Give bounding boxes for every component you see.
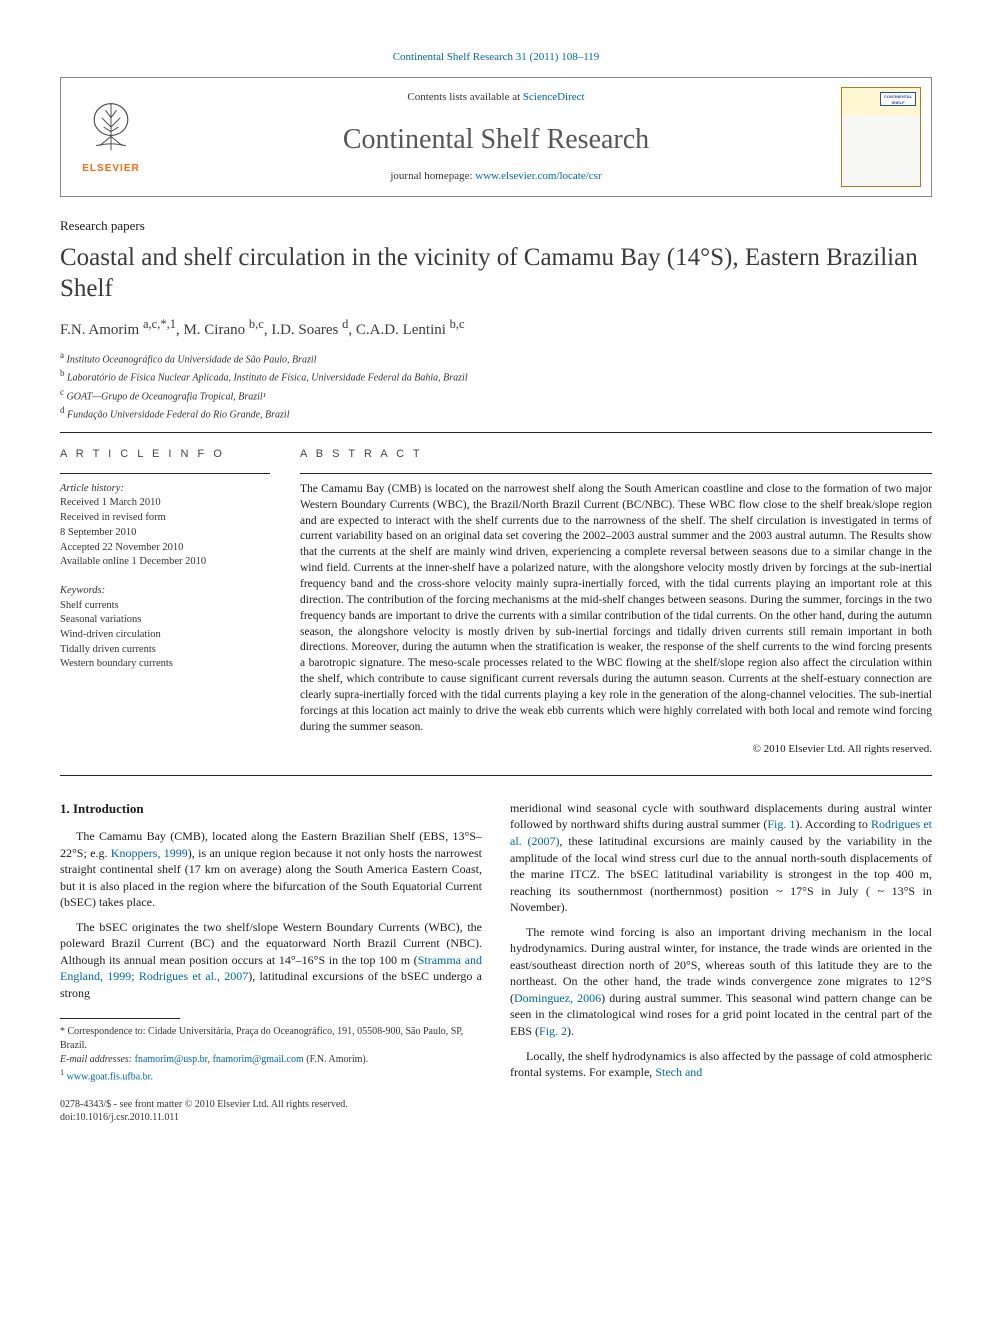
article-info-heading: A R T I C L E I N F O (60, 447, 270, 462)
footnote-url: 1 www.goat.fis.ufba.br. (60, 1067, 482, 1084)
intro-para-2: The bSEC originates the two shelf/slope … (60, 919, 482, 1002)
affiliation-line: a Instituto Oceanográfico da Universidad… (60, 349, 932, 367)
email-link-1[interactable]: fnamorim@usp.br (135, 1054, 208, 1065)
elsevier-wordmark: ELSEVIER (82, 162, 139, 176)
history-received: Received 1 March 2010 (60, 496, 270, 511)
sciencedirect-link[interactable]: ScienceDirect (523, 91, 585, 103)
section-1-heading: 1. Introduction (60, 800, 482, 818)
ref-fig-1[interactable]: Fig. 1 (767, 817, 795, 831)
journal-header: ELSEVIER Contents lists available at Sci… (60, 77, 932, 197)
ref-knoppers-1999[interactable]: Knoppers, 1999 (111, 846, 188, 860)
affiliations: a Instituto Oceanográfico da Universidad… (60, 349, 932, 422)
doi-line: doi:10.1016/j.csr.2010.11.011 (60, 1111, 482, 1124)
history-accepted: Accepted 22 November 2010 (60, 541, 270, 556)
hp-prefix: journal homepage: (390, 170, 475, 182)
ref-fig-2[interactable]: Fig. 2 (539, 1024, 567, 1038)
journal-homepage-line: journal homepage: www.elsevier.com/locat… (390, 169, 601, 184)
p4-c: ). (567, 1024, 574, 1038)
p3-b: ). According to (795, 817, 871, 831)
intro-para-5: Locally, the shelf hydrodynamics is also… (510, 1048, 932, 1081)
email-name: (F.N. Amorim). (304, 1054, 368, 1065)
journal-cover-badge: CONTINENTAL SHELF RESEARCH (880, 92, 916, 106)
elsevier-logo-col: ELSEVIER (61, 78, 161, 196)
journal-name: Continental Shelf Research (343, 120, 649, 159)
journal-cover-col: CONTINENTAL SHELF RESEARCH (831, 78, 931, 196)
authors-line: F.N. Amorim a,c,*,1, M. Cirano b,c, I.D.… (60, 316, 932, 341)
keyword-item: Tidally driven currents (60, 643, 270, 658)
elsevier-tree-icon (83, 99, 139, 155)
sd-prefix: Contents lists available at (407, 91, 522, 103)
issn-line: 0278-4343/$ - see front matter © 2010 El… (60, 1098, 482, 1111)
keyword-item: Wind-driven circulation (60, 628, 270, 643)
info-rule (60, 473, 270, 474)
journal-cover-thumb: CONTINENTAL SHELF RESEARCH (841, 87, 921, 187)
abstract-rule (300, 473, 932, 474)
email-label: E-mail addresses: (60, 1054, 132, 1065)
keywords-label: Keywords: (60, 584, 270, 599)
url-period: . (150, 1071, 153, 1082)
affiliation-line: b Laboratório de Física Nuclear Aplicada… (60, 367, 932, 385)
sciencedirect-line: Contents lists available at ScienceDirec… (407, 90, 584, 105)
footnote-correspondence: * Correspondence to: Cidade Universitári… (60, 1025, 482, 1053)
history-revised-2: 8 September 2010 (60, 526, 270, 541)
article-title: Coastal and shelf circulation in the vic… (60, 242, 932, 305)
affiliation-line: d Fundação Universidade Federal do Rio G… (60, 404, 932, 422)
intro-para-3: meridional wind seasonal cycle with sout… (510, 800, 932, 916)
footnote-email: E-mail addresses: fnamorim@usp.br, fnamo… (60, 1053, 482, 1067)
ref-dominguez-2006[interactable]: Dominguez, 2006 (514, 991, 601, 1005)
p5-a: Locally, the shelf hydrodynamics is also… (510, 1049, 932, 1080)
abstract-text: The Camamu Bay (CMB) is located on the n… (300, 482, 932, 736)
history-online: Available online 1 December 2010 (60, 555, 270, 570)
article-type-label: Research papers (60, 217, 932, 235)
keywords-block: Keywords: Shelf currentsSeasonal variati… (60, 584, 270, 672)
intro-para-1: The Camamu Bay (CMB), located along the … (60, 828, 482, 911)
footnote-rule (60, 1018, 180, 1019)
history-label: Article history: (60, 482, 270, 497)
divider-top (60, 432, 932, 433)
keyword-item: Shelf currents (60, 599, 270, 614)
email-link-2[interactable]: fnamorim@gmail.com (213, 1054, 304, 1065)
article-history: Article history: Received 1 March 2010 R… (60, 482, 270, 570)
keyword-item: Western boundary currents (60, 657, 270, 672)
divider-mid (60, 775, 932, 776)
p3-c: , these latitudinal excursions are mainl… (510, 834, 932, 914)
url-sup: 1 (60, 1068, 64, 1077)
history-revised-1: Received in revised form (60, 511, 270, 526)
intro-para-4: The remote wind forcing is also an impor… (510, 924, 932, 1040)
ref-stech-and[interactable]: Stech and (655, 1065, 702, 1079)
abstract-heading: A B S T R A C T (300, 447, 932, 462)
keyword-item: Seasonal variations (60, 613, 270, 628)
journal-citation: Continental Shelf Research 31 (2011) 108… (60, 50, 932, 65)
affiliation-line: c GOAT—Grupo de Oceanografia Tropical, B… (60, 386, 932, 404)
abstract-copyright: © 2010 Elsevier Ltd. All rights reserved… (300, 742, 932, 757)
goat-url-link[interactable]: www.goat.fis.ufba.br (67, 1071, 151, 1082)
journal-homepage-link[interactable]: www.elsevier.com/locate/csr (475, 170, 601, 182)
